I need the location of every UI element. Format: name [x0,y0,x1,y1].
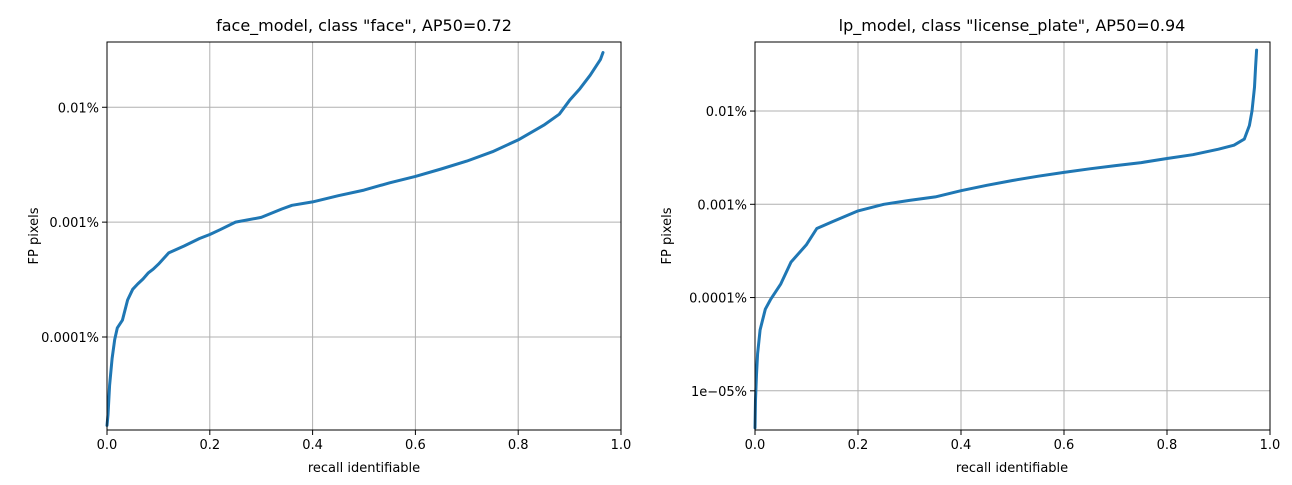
right-x-tick-label: 0.4 [951,438,972,453]
left-x-tick-label: 0.8 [508,438,529,453]
right-x-tick-label: 0.0 [745,438,766,453]
right-y-axis-label: FP pixels [660,207,675,264]
left-ticks: 0.0 0.2 0.4 0.6 0.8 1.0 0.0001% 0.001% 0.01% [41,101,631,453]
left-x-tick-label: 0.0 [97,438,118,453]
left-x-tick-label: 1.0 [611,438,632,453]
left-y-tick-label: 0.01% [58,101,99,116]
right-x-tick-label: 0.8 [1157,438,1178,453]
left-y-tick-label: 0.0001% [41,331,99,346]
left-plot: 0.0 0.2 0.4 0.6 0.8 1.0 0.0001% 0.001% 0.01% fac… [27,16,631,476]
right-y-tick-label: 0.001% [697,198,747,213]
left-plot-frame [106,41,622,431]
right-x-tick-label: 0.2 [848,438,869,453]
left-gridlines [106,42,622,430]
right-plot-frame [754,41,1271,431]
right-plot: 0.0 0.2 0.4 0.6 0.8 1.0 1e−05% 0.0001% 0.001% 0.0… [660,16,1280,476]
right-ticks: 0.0 0.2 0.4 0.6 0.8 1.0 1e−05% 0.0001% 0.001% 0.0… [689,105,1280,453]
right-series-line-group [753,48,1259,430]
right-series-line [753,48,1259,430]
left-x-tick-label: 0.2 [199,438,220,453]
left-x-axis-label: recall identifiable [308,461,420,476]
left-y-tick-label: 0.001% [49,216,99,231]
left-x-tick-label: 0.4 [302,438,323,453]
right-gridlines [754,42,1271,430]
left-x-tick-label: 0.6 [405,438,426,453]
left-plot-title: face_model, class "face", AP50=0.72 [216,16,512,36]
right-x-tick-label: 1.0 [1260,438,1281,453]
right-x-axis-label: recall identifiable [956,461,1068,476]
right-x-tick-label: 0.6 [1054,438,1075,453]
right-y-tick-label: 1e−05% [691,385,747,400]
left-series-line-group [105,51,605,427]
left-y-axis-label: FP pixels [27,207,42,264]
left-series-line [105,51,605,427]
right-y-tick-label: 0.0001% [689,292,747,307]
right-y-tick-label: 0.01% [706,105,747,120]
right-plot-title: lp_model, class "license_plate", AP50=0.… [839,16,1186,36]
